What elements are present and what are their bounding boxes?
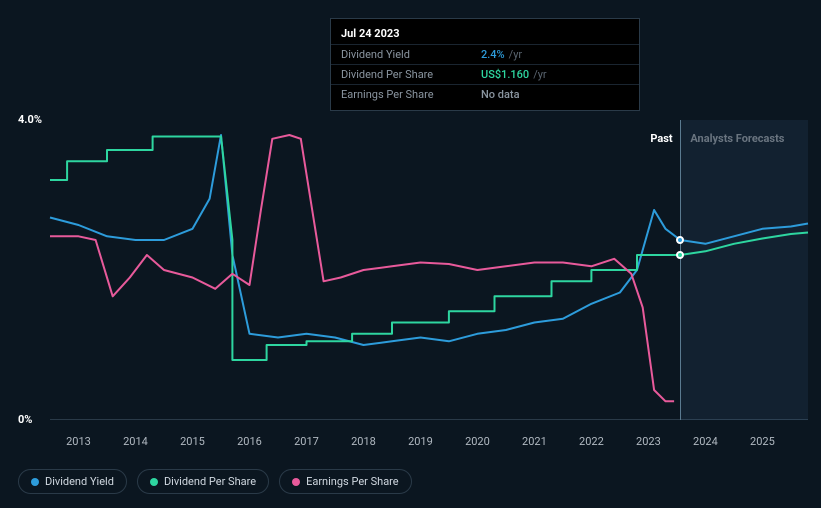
tooltip-row-label: Earnings Per Share — [341, 88, 481, 101]
tooltip-row-value: US$1.160 — [481, 68, 529, 81]
tooltip-row-unit: /yr — [509, 48, 522, 61]
tooltip-row-value: 2.4% — [481, 48, 505, 61]
tooltip-row-label: Dividend Yield — [341, 48, 481, 61]
tooltip-row: Dividend Yield2.4% /yr — [331, 44, 639, 64]
series-dividend_yield — [50, 135, 808, 345]
legend: Dividend Yield Dividend Per Share Earnings… — [18, 469, 412, 494]
legend-item-earnings_per_share[interactable]: Earnings Per Share — [279, 469, 412, 494]
legend-dot-icon — [150, 478, 158, 486]
tooltip: Jul 24 2023 Dividend Yield2.4%/yrDividen… — [330, 18, 640, 111]
y-tick-label: 0% — [18, 413, 32, 426]
y-tick-label: 4.0% — [18, 113, 42, 126]
x-tick-label: 2017 — [294, 435, 319, 448]
tooltip-row-value: No data — [481, 88, 520, 101]
tooltip-row: Dividend Per ShareUS$1.160/yr — [331, 64, 639, 84]
region-label-past: Past — [650, 132, 672, 145]
x-tick-label: 2020 — [465, 435, 490, 448]
x-tick-label: 2024 — [693, 435, 718, 448]
legend-item-dividend_per_share[interactable]: Dividend Per Share — [137, 469, 269, 494]
tooltip-row-label: Dividend Per Share — [341, 68, 481, 81]
legend-label: Dividend Per Share — [164, 475, 256, 488]
x-tick-label: 2025 — [750, 435, 775, 448]
tooltip-row: Earnings Per ShareNo data — [331, 84, 639, 104]
series-lines — [50, 120, 808, 420]
legend-dot-icon — [31, 478, 39, 486]
legend-dot-icon — [292, 478, 300, 486]
marker-dividend_per_share — [676, 251, 684, 259]
x-tick-label: 2022 — [579, 435, 604, 448]
region-label-forecast: Analysts Forecasts — [690, 132, 784, 145]
x-tick-label: 2019 — [408, 435, 433, 448]
tooltip-row-unit: /yr — [533, 68, 546, 81]
x-tick-label: 2016 — [237, 435, 262, 448]
series-dividend_per_share — [50, 137, 808, 361]
dividend-chart: 4.0% 0% 2013 2014 2015 2016 2017 2018 2019 2020 2… — [0, 0, 821, 508]
x-tick-label: 2023 — [636, 435, 661, 448]
x-tick-label: 2015 — [180, 435, 205, 448]
x-tick-label: 2013 — [66, 435, 91, 448]
marker-dividend_yield — [676, 236, 684, 244]
x-tick-label: 2014 — [123, 435, 148, 448]
legend-label: Earnings Per Share — [306, 475, 399, 488]
series-earnings_per_share — [50, 135, 674, 401]
x-tick-label: 2021 — [522, 435, 547, 448]
legend-item-dividend_yield[interactable]: Dividend Yield — [18, 469, 127, 494]
plot-area[interactable] — [50, 120, 808, 420]
x-tick-label: 2018 — [351, 435, 376, 448]
tooltip-date: Jul 24 2023 — [331, 25, 639, 44]
legend-label: Dividend Yield — [45, 475, 114, 488]
